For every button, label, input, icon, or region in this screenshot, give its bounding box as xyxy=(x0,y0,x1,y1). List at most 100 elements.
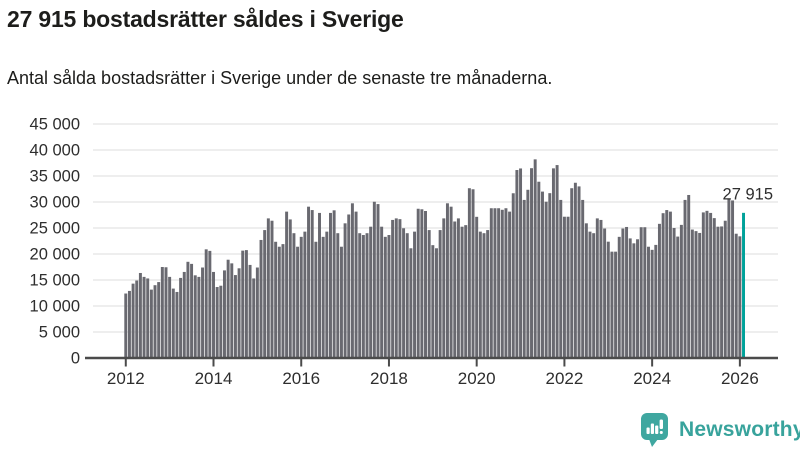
bar xyxy=(329,212,332,358)
bar xyxy=(215,287,219,358)
bar xyxy=(453,221,457,358)
bar xyxy=(632,243,636,358)
bar xyxy=(504,208,508,358)
bar xyxy=(127,290,131,358)
y-axis-tick-label: 0 xyxy=(71,350,80,368)
bar xyxy=(391,219,395,358)
bar xyxy=(285,211,289,358)
bar xyxy=(548,193,552,358)
bar xyxy=(544,201,548,358)
bar xyxy=(149,289,153,358)
newsworthy-branding[interactable]: Newsworthy xyxy=(638,411,800,448)
bar xyxy=(533,159,537,358)
bar xyxy=(131,283,135,358)
bar xyxy=(486,230,490,358)
bar xyxy=(643,227,647,358)
x-axis-tick-label: 2026 xyxy=(721,369,759,388)
bar xyxy=(204,249,208,358)
bar xyxy=(212,271,215,358)
x-axis-tick-label: 2016 xyxy=(282,369,320,388)
bar xyxy=(464,225,468,358)
bar xyxy=(201,267,205,358)
x-axis-tick-label: 2024 xyxy=(633,369,671,388)
bar xyxy=(142,276,146,358)
bar xyxy=(277,246,281,358)
bar xyxy=(617,236,621,358)
bar xyxy=(168,276,172,358)
bar xyxy=(478,231,482,358)
bar xyxy=(190,263,194,358)
bar xyxy=(270,220,274,358)
bar xyxy=(731,200,735,358)
bar xyxy=(508,211,512,358)
bar xyxy=(179,277,183,358)
bar xyxy=(394,218,398,358)
bar xyxy=(288,219,292,358)
bar xyxy=(584,223,588,358)
bar xyxy=(625,226,629,358)
bar xyxy=(522,199,526,358)
bar xyxy=(727,199,731,358)
bar xyxy=(292,233,296,358)
bar xyxy=(219,285,223,358)
bar xyxy=(431,245,435,358)
bar xyxy=(716,226,720,358)
bar xyxy=(668,211,672,358)
bar xyxy=(687,194,691,358)
bar xyxy=(449,206,453,358)
bar xyxy=(460,226,464,358)
bar xyxy=(657,223,661,358)
bar xyxy=(255,267,259,358)
bar xyxy=(244,250,248,358)
bar xyxy=(281,244,285,358)
bar xyxy=(672,228,676,358)
bar xyxy=(186,261,190,358)
bar xyxy=(314,241,318,358)
bar xyxy=(581,199,585,358)
bar xyxy=(146,278,150,358)
bar xyxy=(299,236,303,358)
bar xyxy=(588,231,592,358)
bar xyxy=(555,165,559,358)
x-axis-tick-label: 2020 xyxy=(458,369,496,388)
bar xyxy=(603,228,607,358)
bar xyxy=(577,186,581,358)
bar xyxy=(511,193,515,358)
bar xyxy=(350,203,354,358)
bar xyxy=(665,210,669,358)
bar xyxy=(424,211,427,358)
bar xyxy=(325,231,329,358)
bar xyxy=(208,250,212,358)
bar xyxy=(650,249,654,358)
bar xyxy=(365,233,369,358)
bar xyxy=(135,280,139,358)
bar xyxy=(296,246,300,358)
bar xyxy=(124,293,128,358)
bar xyxy=(467,188,471,358)
bar xyxy=(592,233,596,358)
bar xyxy=(562,216,566,358)
bar xyxy=(354,211,358,358)
bar xyxy=(193,275,197,358)
bar xyxy=(570,188,574,358)
bar xyxy=(420,209,424,358)
bar xyxy=(606,241,610,358)
bar xyxy=(493,208,497,358)
y-axis-tick-label: 40 000 xyxy=(30,142,80,160)
bar xyxy=(416,208,420,358)
bar xyxy=(566,216,570,358)
bar xyxy=(413,231,417,358)
bar xyxy=(654,244,658,358)
bar xyxy=(318,212,321,358)
bar xyxy=(537,181,541,358)
bar xyxy=(679,224,683,358)
bar xyxy=(709,212,713,358)
bar xyxy=(636,239,639,358)
y-axis-tick-label: 30 000 xyxy=(30,194,80,212)
bar xyxy=(610,251,614,358)
highlighted-bar xyxy=(742,212,745,358)
bar xyxy=(160,267,164,358)
bar xyxy=(409,248,413,358)
bar xyxy=(237,268,241,358)
